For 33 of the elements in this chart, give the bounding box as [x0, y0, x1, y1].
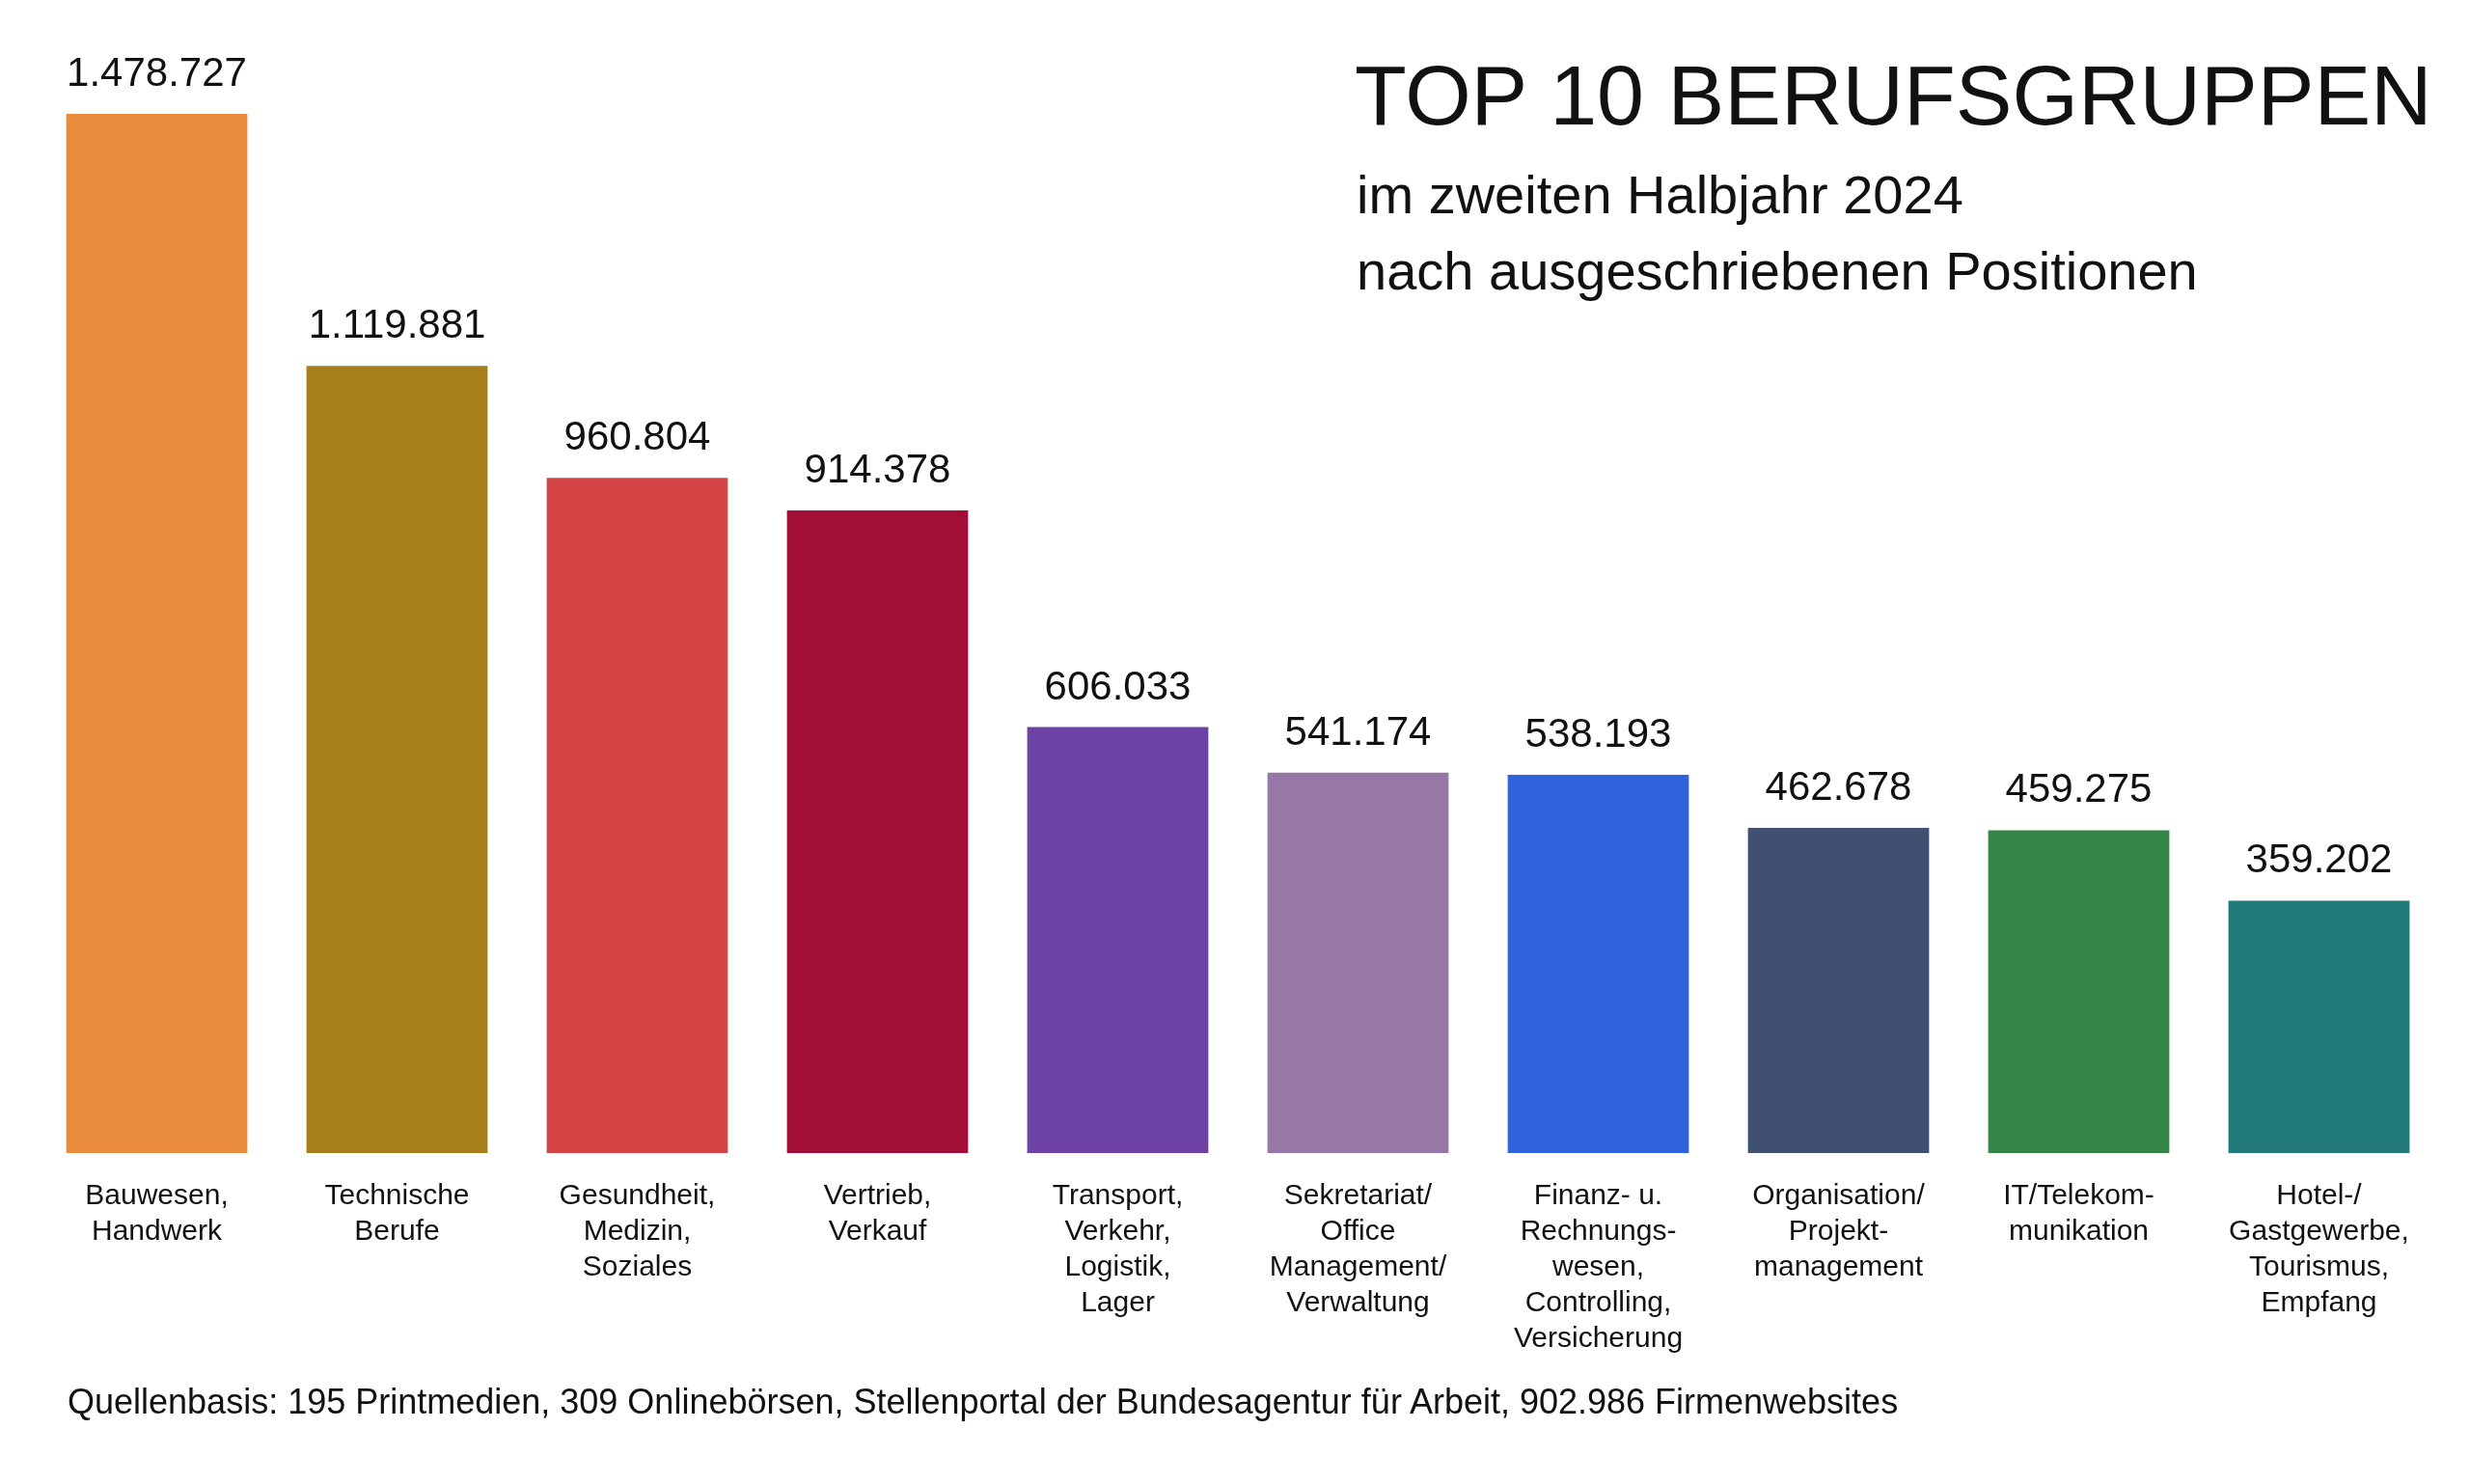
data-label: 1.119.881 [308, 301, 486, 347]
data-label: 459.275 [2005, 765, 2153, 811]
x-tick-label: Sekretariat/ Office Management/ Verwaltung [1269, 1177, 1447, 1317]
x-tick-label: IT/Telekom- munikation [2003, 1177, 2154, 1246]
x-tick-label: Technische Berufe [324, 1177, 470, 1246]
x-tick-label: Hotel-/ Gastgewerbe, Tourismus, Empfang [2229, 1177, 2409, 1317]
bar [1267, 772, 1449, 1153]
bar [1988, 830, 2170, 1153]
x-tick-label: Transport, Verkehr, Logistik, Lager [1052, 1177, 1184, 1317]
bar [546, 478, 728, 1153]
data-label: 538.193 [1524, 710, 1672, 756]
x-tick-label: Vertrieb, Verkauf [823, 1177, 932, 1246]
bar [1747, 828, 1930, 1153]
bar [1507, 775, 1689, 1153]
bar [786, 510, 969, 1153]
bar [66, 114, 248, 1153]
x-tick-label: Bauwesen, Handwerk [85, 1177, 229, 1246]
data-label: 541.174 [1284, 707, 1432, 754]
bar [306, 366, 488, 1153]
data-label: 462.678 [1765, 763, 1912, 810]
text: im zweiten Halbjahr 2024 nach ausgeschriebenen Positionen [1357, 164, 2198, 301]
chart-title: TOP 10 BERUFSGRUPPEN [1355, 47, 2432, 143]
data-label: 606.033 [1044, 662, 1192, 708]
data-label: 914.378 [804, 446, 951, 492]
x-tick-label: Organisation/ Projekt- management [1752, 1177, 1926, 1281]
data-label: 359.202 [2245, 836, 2393, 882]
data-label: 1.478.727 [67, 49, 247, 95]
bar [2228, 900, 2410, 1153]
bar [1027, 727, 1209, 1153]
data-label: 960.804 [563, 413, 711, 459]
x-tick-label: Finanz- u. Rechnungs- wesen, Controlling, Versicherung [1513, 1177, 1684, 1353]
x-tick-label: Gesundheit, Medizin, Soziales [559, 1177, 716, 1281]
text: Quellenbasis: 195 Printmedien, 309 Onlinebörsen, Stellenportal der Bundesagentur für Arbeit, 902.986 Firmenwebsites [68, 1382, 1899, 1421]
